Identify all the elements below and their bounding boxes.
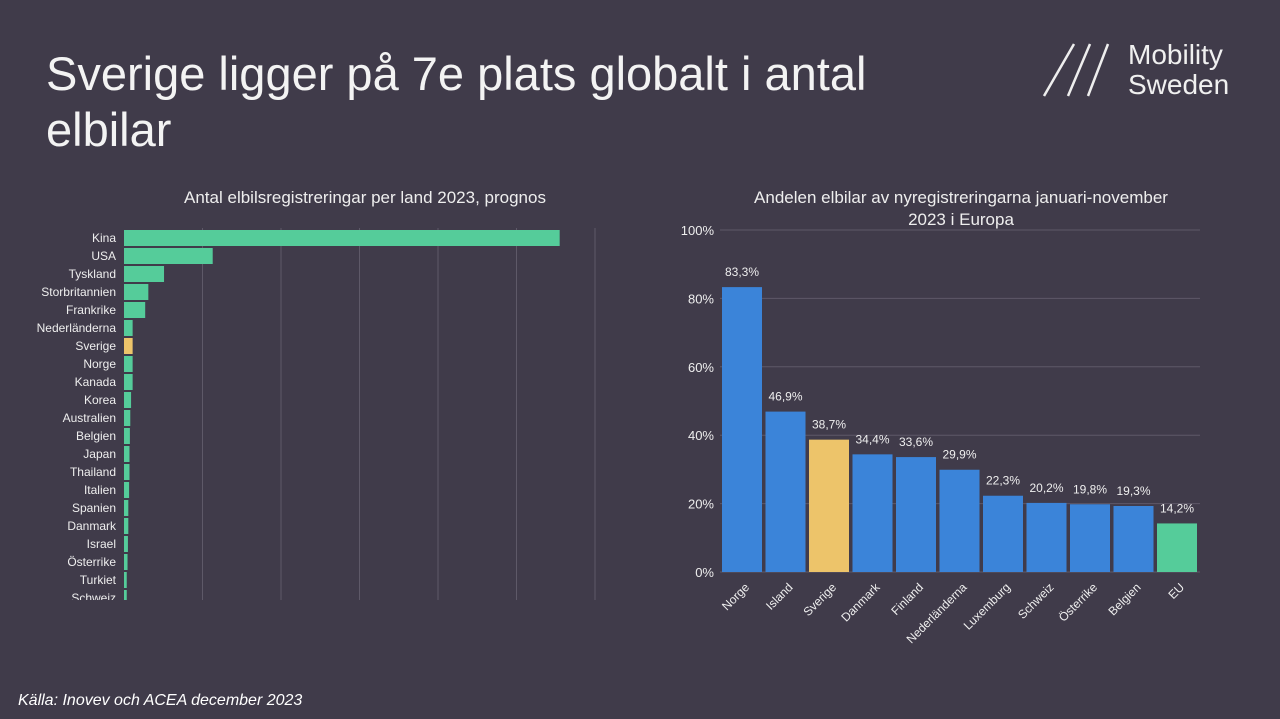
category-label: Sverige bbox=[800, 580, 839, 619]
category-label: Israel bbox=[87, 537, 116, 551]
bar-Österrike bbox=[124, 554, 128, 570]
data-label: 38,7% bbox=[812, 418, 846, 432]
data-label: 20,2% bbox=[1029, 481, 1063, 495]
category-label: Sverige bbox=[75, 339, 116, 353]
data-label: 46,9% bbox=[768, 390, 802, 404]
bar-Nederländerna bbox=[124, 320, 133, 336]
bar-Tyskland bbox=[124, 266, 165, 282]
category-label: Schweiz bbox=[1015, 580, 1056, 621]
category-label: Spanien bbox=[72, 501, 116, 515]
bar-Island bbox=[765, 411, 806, 572]
bar-Spanien bbox=[124, 500, 129, 516]
registrations-bar-chart: Antal elbilsregistreringar per land 2023… bbox=[37, 188, 596, 600]
bar-Australien bbox=[124, 410, 131, 426]
bar-Thailand bbox=[124, 464, 130, 480]
bar-USA bbox=[124, 248, 213, 264]
data-label: 33,6% bbox=[899, 435, 933, 449]
category-label: Österrike bbox=[1056, 580, 1101, 625]
data-label: 34,4% bbox=[855, 432, 889, 446]
bar-Belgien bbox=[1113, 505, 1154, 572]
category-label: Tyskland bbox=[69, 267, 116, 281]
y-tick-label: 20% bbox=[688, 497, 714, 512]
chart2-title-line1: Andelen elbilar av nyregistreringarna ja… bbox=[754, 188, 1168, 207]
data-label: 19,3% bbox=[1116, 484, 1150, 498]
data-label: 83,3% bbox=[725, 265, 759, 279]
chart2-title-line2: 2023 i Europa bbox=[908, 210, 1014, 229]
bar-Nederländerna bbox=[939, 469, 980, 572]
mobility-sweden-logo: Mobility Sweden bbox=[1040, 38, 1260, 104]
category-label: Luxemburg bbox=[961, 580, 1013, 632]
category-label: Norge bbox=[719, 580, 752, 613]
category-label: Schweiz bbox=[71, 591, 116, 600]
bar-Sverige bbox=[124, 338, 133, 354]
data-label: 22,3% bbox=[986, 474, 1020, 488]
category-label: Turkiet bbox=[80, 573, 117, 587]
category-label: Belgien bbox=[76, 429, 116, 443]
category-label: Australien bbox=[63, 411, 116, 425]
bar-Belgien bbox=[124, 428, 130, 444]
bar-Norge bbox=[124, 356, 133, 372]
category-label: Island bbox=[763, 580, 796, 613]
category-label: Österrike bbox=[67, 555, 116, 569]
y-tick-label: 0% bbox=[695, 565, 714, 580]
source-note: Källa: Inovev och ACEA december 2023 bbox=[18, 692, 303, 709]
category-label: Finland bbox=[888, 580, 926, 618]
bar-Turkiet bbox=[124, 572, 127, 588]
bar-Sverige bbox=[809, 439, 849, 572]
logo-slashes-icon bbox=[1042, 43, 1110, 97]
logo-line1: Mobility bbox=[1128, 39, 1223, 70]
bar-Danmark bbox=[852, 454, 893, 572]
bar-Schweiz bbox=[1026, 502, 1067, 572]
y-tick-label: 100% bbox=[681, 223, 715, 238]
category-label: Storbritannien bbox=[41, 285, 116, 299]
category-label: Italien bbox=[84, 483, 116, 497]
bar-Österrike bbox=[1070, 504, 1110, 572]
logo-line2: Sweden bbox=[1128, 69, 1230, 100]
category-label: Danmark bbox=[67, 519, 117, 533]
y-tick-label: 80% bbox=[688, 291, 714, 306]
bar-Israel bbox=[124, 536, 128, 552]
bar-Storbritannien bbox=[124, 284, 149, 300]
category-label: USA bbox=[91, 249, 116, 263]
bar-Schweiz bbox=[124, 590, 127, 600]
category-label: Korea bbox=[84, 393, 116, 407]
category-label: Japan bbox=[83, 447, 116, 461]
category-label: Belgien bbox=[1105, 580, 1143, 618]
bar-Frankrike bbox=[124, 302, 146, 318]
bar-Finland bbox=[896, 457, 936, 572]
category-label: Nederländerna bbox=[37, 321, 117, 335]
chart1-title: Antal elbilsregistreringar per land 2023… bbox=[184, 188, 546, 207]
data-label: 19,8% bbox=[1073, 482, 1107, 496]
category-label: Danmark bbox=[838, 580, 883, 625]
y-tick-label: 60% bbox=[688, 360, 714, 375]
bar-Norge bbox=[722, 287, 762, 572]
bar-Danmark bbox=[124, 518, 129, 534]
category-label: Kina bbox=[92, 231, 116, 245]
slide-title: Sverige ligger på 7e plats globalt i ant… bbox=[46, 47, 867, 156]
category-label: EU bbox=[1165, 580, 1187, 602]
bar-EU bbox=[1157, 523, 1197, 572]
bar-Japan bbox=[124, 446, 130, 462]
category-label: Norge bbox=[83, 357, 116, 371]
category-label: Kanada bbox=[75, 375, 117, 389]
bar-Kina bbox=[124, 230, 560, 246]
bar-Italien bbox=[124, 482, 130, 498]
bar-Kanada bbox=[124, 374, 133, 390]
ev-share-bar-chart: Andelen elbilar av nyregistreringarna ja… bbox=[681, 188, 1200, 646]
category-label: Frankrike bbox=[66, 303, 116, 317]
data-label: 29,9% bbox=[942, 448, 976, 462]
category-label: Thailand bbox=[70, 465, 116, 479]
data-label: 14,2% bbox=[1160, 501, 1194, 515]
bar-Luxemburg bbox=[983, 495, 1023, 572]
y-tick-label: 40% bbox=[688, 428, 714, 443]
bar-Korea bbox=[124, 392, 132, 408]
